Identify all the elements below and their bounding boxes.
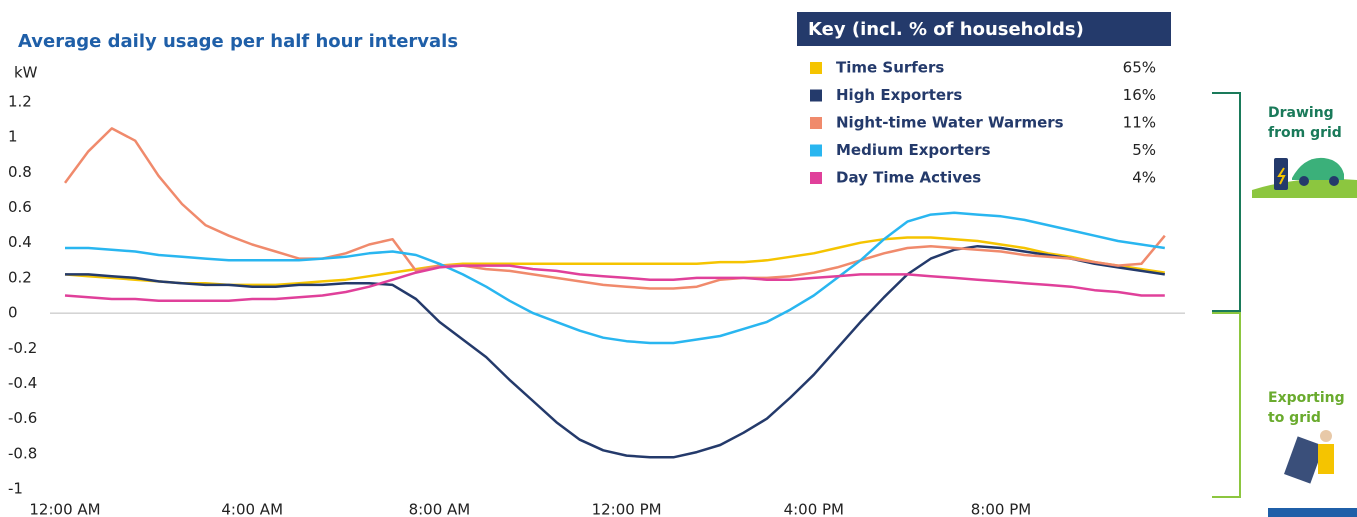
legend-label: Time Surfers	[836, 59, 944, 77]
legend-swatch	[810, 62, 822, 74]
x-tick-label: 4:00 AM	[221, 501, 283, 517]
chart: Average daily usage per half hour interv…	[0, 0, 1357, 517]
right-brackets	[1212, 93, 1357, 517]
y-tick-label: -0.4	[8, 374, 37, 392]
y-tick-label: -0.2	[8, 339, 37, 357]
y-tick-label: 1.2	[8, 93, 32, 111]
legend-swatch	[810, 172, 822, 184]
y-tick-label: 0.2	[8, 268, 32, 286]
legend-share: 65%	[1123, 59, 1156, 77]
legend-share: 5%	[1132, 141, 1156, 159]
y-tick-label: -0.6	[8, 409, 37, 427]
legend-share: 4%	[1132, 169, 1156, 187]
legend-label: High Exporters	[836, 86, 962, 104]
x-tick-label: 8:00 AM	[409, 501, 471, 517]
y-tick-label: 1	[8, 128, 18, 146]
legend-swatch	[810, 117, 822, 129]
y-tick-label: 0	[8, 304, 18, 322]
chart-title: Average daily usage per half hour interv…	[18, 31, 458, 52]
series-line	[65, 266, 1165, 301]
x-tick-label: 4:00 PM	[784, 501, 844, 517]
x-tick-label: 12:00 AM	[29, 501, 100, 517]
y-tick-label: 0.4	[8, 233, 32, 251]
legend-share: 16%	[1123, 86, 1156, 104]
x-tick-label: 12:00 PM	[592, 501, 662, 517]
legend-label: Medium Exporters	[836, 141, 991, 159]
legend-share: 11%	[1123, 114, 1156, 132]
y-tick-label: -0.8	[8, 444, 37, 462]
legend-swatch	[810, 145, 822, 157]
y-tick-label: -1	[8, 480, 23, 498]
x-tick-label: 8:00 PM	[971, 501, 1031, 517]
legend-swatch	[810, 90, 822, 102]
y-tick-label: 0.8	[8, 163, 32, 181]
y-tick-label: 0.6	[8, 198, 32, 216]
y-axis-label: kW	[14, 64, 38, 82]
legend-label: Day Time Actives	[836, 169, 981, 187]
legend-title: Key (incl. % of households)	[808, 19, 1084, 40]
legend-label: Night-time Water Warmers	[836, 114, 1064, 132]
